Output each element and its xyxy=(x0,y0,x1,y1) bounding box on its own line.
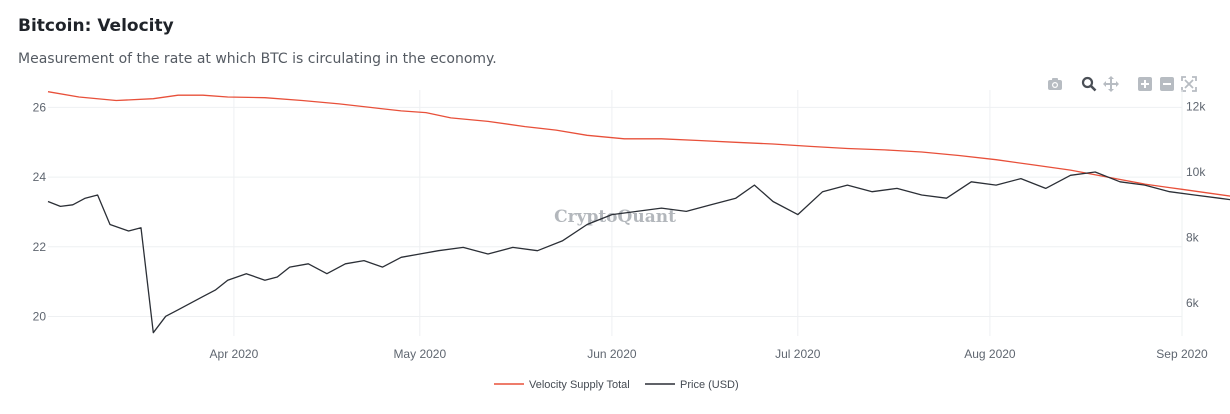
zoom-icon[interactable] xyxy=(1078,74,1100,94)
price-line xyxy=(47,171,1230,334)
x-tick-label: May 2020 xyxy=(393,347,446,361)
y-left-tick-label: 20 xyxy=(33,309,47,323)
x-tick-label: Sep 2020 xyxy=(1156,347,1208,361)
x-tick-label: Apr 2020 xyxy=(210,347,259,361)
y-left-tick-label: 24 xyxy=(33,170,47,184)
y-left-tick-label: 26 xyxy=(33,100,47,114)
y-right-tick-label: 6k xyxy=(1186,296,1200,310)
y-right-tick-label: 12k xyxy=(1186,99,1206,113)
chart-axes: Apr 2020 May 2020 Jun 2020 Jul 2020 Aug 2020… xyxy=(33,99,1208,361)
y-left-tick-label: 22 xyxy=(33,240,47,254)
autoscale-icon[interactable] xyxy=(1178,74,1200,94)
chart-legend[interactable]: Velocity Supply Total Price (USD) xyxy=(494,379,739,391)
chart-title: Bitcoin: Velocity xyxy=(18,16,174,36)
legend-label[interactable]: Velocity Supply Total xyxy=(529,379,630,391)
y-right-tick-label: 8k xyxy=(1186,231,1200,245)
x-tick-label: Jul 2020 xyxy=(775,347,821,361)
legend-label[interactable]: Price (USD) xyxy=(680,379,739,391)
watermark-text: CryptoQuant xyxy=(554,207,676,227)
chart-grid xyxy=(48,90,1183,336)
velocity-line xyxy=(47,91,1230,197)
zoom-in-icon[interactable] xyxy=(1134,74,1156,94)
x-tick-label: Aug 2020 xyxy=(964,347,1016,361)
pan-icon[interactable] xyxy=(1100,74,1122,94)
zoom-out-icon[interactable] xyxy=(1156,74,1178,94)
camera-icon[interactable] xyxy=(1044,74,1066,94)
chart-subtitle: Measurement of the rate at which BTC is … xyxy=(18,51,497,67)
y-right-tick-label: 10k xyxy=(1186,165,1206,179)
x-tick-label: Jun 2020 xyxy=(587,347,637,361)
chart-modebar xyxy=(1044,73,1200,95)
chart-series xyxy=(47,91,1230,334)
